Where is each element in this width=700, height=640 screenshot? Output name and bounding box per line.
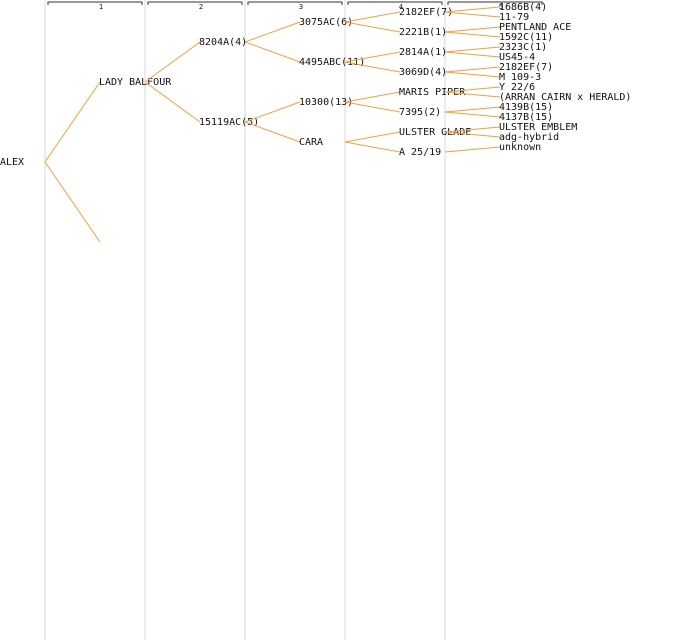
edge bbox=[244, 41, 301, 63]
edge bbox=[144, 41, 201, 83]
node-label: ULSTER GLADE bbox=[399, 127, 471, 138]
header-bracket bbox=[47, 1, 143, 5]
edge bbox=[444, 46, 501, 53]
edge bbox=[444, 51, 501, 58]
edge bbox=[344, 11, 401, 23]
node-label: 8204A(4) bbox=[199, 37, 247, 48]
edge bbox=[244, 101, 301, 123]
edge bbox=[444, 66, 501, 73]
node-label: 10300(13) bbox=[299, 97, 353, 108]
edge bbox=[444, 11, 501, 18]
node-label: 15119AC(5) bbox=[199, 117, 259, 128]
node-label: 11-79 bbox=[499, 12, 529, 23]
node-label: ULSTER EMBLEM bbox=[499, 122, 577, 133]
node-label: MARIS PIPER bbox=[399, 87, 466, 98]
edge bbox=[444, 146, 501, 153]
column-separators bbox=[44, 0, 446, 640]
node-label: CARA bbox=[299, 137, 323, 148]
edge bbox=[344, 91, 401, 103]
edge bbox=[444, 131, 501, 138]
node-label: 2182EF(7) bbox=[499, 62, 553, 73]
column-header: 5 bbox=[499, 3, 503, 11]
node-label: 4495ABC(11) bbox=[299, 57, 365, 68]
node-label: 2221B(1) bbox=[399, 27, 447, 38]
edge bbox=[244, 21, 301, 43]
edge bbox=[444, 86, 501, 93]
node-label: Y 22/6 bbox=[499, 82, 535, 93]
edge bbox=[344, 141, 401, 153]
header-bracket bbox=[347, 1, 443, 5]
node-label: 7395(2) bbox=[399, 107, 441, 118]
edge bbox=[344, 51, 401, 63]
column-header: 3 bbox=[299, 3, 303, 11]
column-header: 2 bbox=[199, 3, 203, 11]
edge bbox=[444, 91, 501, 98]
edge bbox=[444, 126, 501, 133]
edge bbox=[144, 81, 201, 123]
edge bbox=[44, 161, 101, 243]
node-label: 2182EF(7) bbox=[399, 7, 453, 18]
node-label: unknown bbox=[499, 142, 541, 153]
column-header: 4 bbox=[399, 3, 403, 11]
column-header: 1 bbox=[99, 3, 103, 11]
edge bbox=[444, 111, 501, 118]
header-bracket bbox=[147, 1, 243, 5]
header-bracket bbox=[247, 1, 343, 5]
node-label: 4139B(15) bbox=[499, 102, 553, 113]
edge bbox=[444, 26, 501, 33]
node-label: A 25/19 bbox=[399, 147, 441, 158]
node-label: 1592C(11) bbox=[499, 32, 553, 43]
node-label: 2814A(1) bbox=[399, 47, 447, 58]
node-label: PENTLAND ACE bbox=[499, 22, 571, 33]
edge bbox=[344, 101, 401, 113]
edge bbox=[344, 61, 401, 73]
node-label: 3069D(4) bbox=[399, 67, 447, 78]
node-label: 3075AC(6) bbox=[299, 17, 353, 28]
node-label: 2323C(1) bbox=[499, 42, 547, 53]
node-label: 4137B(15) bbox=[499, 112, 553, 123]
node-label: M 109-3 bbox=[499, 72, 541, 83]
node-label: US45-4 bbox=[499, 52, 535, 63]
edge bbox=[244, 121, 301, 143]
node-label: adg-hybrid bbox=[499, 132, 559, 143]
edge bbox=[444, 71, 501, 78]
node-label: ALEX bbox=[0, 157, 24, 168]
edge bbox=[44, 81, 101, 163]
edge bbox=[344, 21, 401, 33]
edge bbox=[444, 31, 501, 38]
edge bbox=[444, 106, 501, 113]
node-label: LADY BALFOUR bbox=[99, 77, 172, 88]
node-label: 1686B(4) bbox=[499, 2, 547, 13]
node-label: (ARRAN CAIRN x HERALD) bbox=[499, 92, 631, 103]
header-bracket bbox=[447, 1, 543, 5]
edge bbox=[444, 6, 501, 13]
edge bbox=[344, 131, 401, 143]
